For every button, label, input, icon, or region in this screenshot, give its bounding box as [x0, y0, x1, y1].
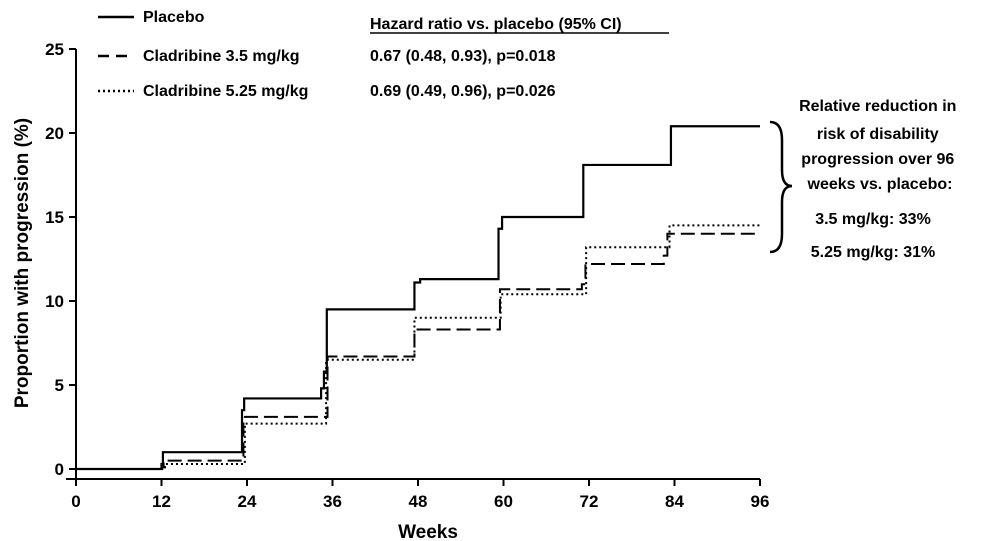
- x-tick-label: 60: [494, 492, 513, 511]
- annotation-heading-line: weeks vs. placebo:: [807, 176, 953, 193]
- hazard-ratio-value: 0.67 (0.48, 0.93), p=0.018: [370, 48, 556, 65]
- series-line: [76, 224, 760, 470]
- x-tick-label: 36: [323, 492, 342, 511]
- legend-label: Placebo: [143, 9, 205, 26]
- y-tick-label: 25: [45, 40, 64, 59]
- x-tick-label: 96: [751, 492, 770, 511]
- hazard-ratio-header: Hazard ratio vs. placebo (95% CI): [370, 16, 622, 33]
- x-axis-title: Weeks: [398, 522, 458, 541]
- annotation-heading-line: Relative reduction in: [799, 98, 956, 115]
- axes: 0 12 24 36 48 60 72 84 96 0 5 10 15 20 25: [45, 40, 769, 511]
- annotation-item: 3.5 mg/kg: 33%: [815, 211, 931, 228]
- x-tick-label: 48: [409, 492, 428, 511]
- legend-label: Cladribine 5.25 mg/kg: [143, 83, 308, 100]
- legend-label: Cladribine 3.5 mg/kg: [143, 48, 299, 65]
- x-tick-label: 0: [71, 492, 80, 511]
- y-tick-label: 15: [45, 208, 64, 227]
- annotation-item: 5.25 mg/kg: 31%: [811, 244, 936, 261]
- curly-brace-icon: [769, 120, 793, 254]
- x-tick-label: 84: [665, 492, 684, 511]
- annotation-heading-line: risk of disability: [817, 126, 939, 143]
- annotation: Relative reduction in risk of disability…: [769, 98, 961, 261]
- y-tick-label: 0: [55, 460, 64, 479]
- series-line: [76, 125, 760, 471]
- annotation-heading-line: progression over 96: [801, 151, 954, 168]
- y-tick-label: 20: [45, 124, 64, 143]
- x-tick-label: 24: [238, 492, 257, 511]
- y-tick-label: 5: [55, 376, 64, 395]
- series-layer: [76, 125, 760, 471]
- annotation-heading: Relative reduction in risk of disability…: [799, 98, 961, 193]
- y-tick-label: 10: [45, 292, 64, 311]
- series-line: [76, 232, 760, 470]
- x-tick-label: 72: [580, 492, 599, 511]
- hazard-ratio-value: 0.69 (0.49, 0.96), p=0.026: [370, 83, 556, 100]
- y-axis-title: Proportion with progression (%): [12, 118, 33, 408]
- legend: Placebo Cladribine 3.5 mg/kg 0.67 (0.48, 0…: [98, 9, 556, 100]
- x-tick-label: 12: [152, 492, 171, 511]
